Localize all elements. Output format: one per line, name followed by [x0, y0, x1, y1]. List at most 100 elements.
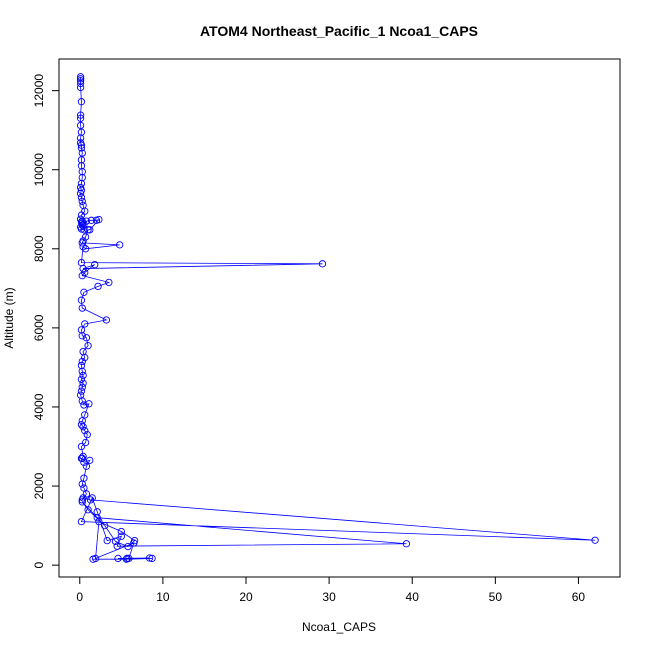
data-point: [318, 260, 327, 268]
y-tick-label: 2000: [32, 472, 46, 499]
data-point: [78, 304, 86, 312]
data-point: [79, 423, 87, 431]
data-point: [86, 496, 95, 504]
data-point: [130, 539, 138, 547]
data-point: [101, 521, 109, 530]
data-point: [81, 353, 89, 362]
data-point: [117, 532, 125, 540]
y-tick-label: 0: [32, 561, 46, 568]
data-point: [79, 264, 87, 273]
data-point: [79, 243, 87, 251]
data-point: [89, 555, 97, 563]
data-point: [113, 542, 121, 550]
data-point: [102, 316, 111, 324]
data-point: [78, 397, 86, 405]
data-point: [77, 296, 86, 304]
data-point: [81, 438, 90, 447]
data-point: [76, 114, 85, 122]
data-point: [76, 79, 85, 88]
x-tick-label: 30: [322, 590, 336, 604]
data-point: [77, 98, 86, 106]
data-point: [77, 141, 86, 149]
data-point: [95, 517, 103, 526]
data-point: [78, 272, 86, 280]
x-tick-label: 20: [239, 590, 253, 604]
data-point: [79, 371, 87, 379]
data-point: [82, 217, 91, 225]
data-point: [77, 156, 86, 164]
data-point: [83, 430, 91, 439]
data-point: [78, 357, 86, 366]
y-tick-label: 12000: [32, 74, 46, 108]
x-tick-label: 10: [156, 590, 170, 604]
data-point: [77, 454, 86, 463]
data-point: [78, 332, 86, 340]
data-point: [81, 245, 90, 253]
data-point: [148, 554, 156, 563]
data-point: [77, 375, 86, 383]
y-axis-label: Altitude (m): [2, 287, 16, 348]
data-point: [77, 193, 86, 202]
data-point: [84, 506, 92, 514]
data-point: [93, 514, 101, 522]
data-point: [85, 400, 93, 408]
data-point: [105, 278, 113, 287]
data-point: [81, 411, 89, 419]
data-point: [78, 197, 86, 206]
data-point: [86, 456, 94, 464]
y-tick-label: 8000: [32, 235, 46, 262]
data-point: [79, 379, 87, 387]
data-point: [84, 226, 92, 234]
data-point: [95, 215, 103, 224]
data-point: [76, 111, 85, 119]
data-point: [116, 241, 124, 249]
data-point: [103, 536, 111, 545]
y-tick-label: 6000: [32, 314, 46, 341]
series-layer: [76, 73, 599, 563]
data-point: [78, 239, 86, 247]
data-point: [80, 484, 88, 492]
data-point: [81, 320, 89, 328]
data-point: [87, 216, 96, 224]
data-point: [80, 288, 88, 296]
x-tick-label: 0: [76, 590, 83, 604]
data-point: [145, 554, 154, 562]
data-point: [81, 427, 89, 435]
x-tick-label: 50: [489, 590, 503, 604]
data-point: [122, 555, 130, 563]
data-point: [82, 334, 91, 342]
data-point: [80, 401, 88, 409]
data-point: [76, 83, 85, 92]
data-point: [591, 536, 599, 544]
data-point: [402, 540, 411, 548]
data-point: [88, 494, 96, 502]
data-point: [78, 480, 86, 488]
data-point: [77, 144, 86, 152]
data-point: [82, 462, 91, 470]
data-point: [84, 342, 92, 350]
data-point: [77, 421, 86, 429]
data-point: [78, 498, 86, 506]
data-point: [76, 75, 85, 83]
data-point: [91, 260, 99, 269]
data-point: [76, 189, 85, 198]
data-point: [117, 527, 125, 536]
data-point: [77, 387, 86, 395]
data-point: [78, 383, 86, 391]
chart-title: ATOM4 Northeast_Pacific_1 Ncoa1_CAPS: [200, 23, 478, 39]
data-point: [81, 233, 90, 241]
data-point: [78, 221, 86, 229]
x-axis: 0 10 20 30 40 50 60: [76, 576, 585, 604]
data-point: [124, 542, 132, 551]
data-point: [77, 218, 86, 226]
x-tick-label: 40: [406, 590, 420, 604]
y-tick-label: 10000: [32, 153, 46, 187]
y-axis: 0 2000 4000 6000 8000 10000 12000: [32, 74, 60, 568]
data-point: [77, 517, 86, 526]
data-point: [123, 554, 131, 563]
data-point: [77, 186, 86, 194]
data-point: [94, 282, 102, 291]
data-point: [78, 367, 86, 376]
